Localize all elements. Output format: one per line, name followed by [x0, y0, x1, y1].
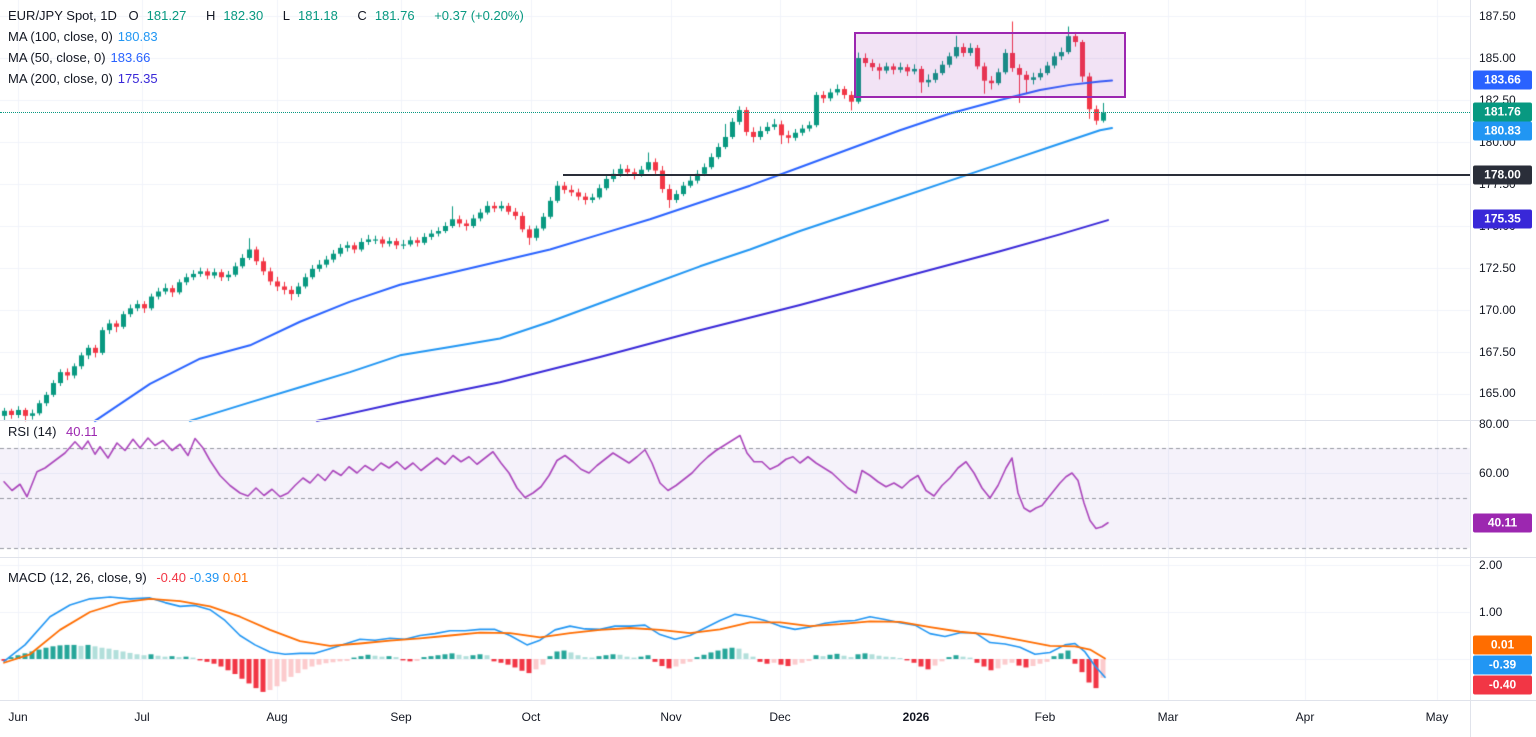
- ma100-legend-row[interactable]: MA (100, close, 0) 180.83: [8, 27, 532, 47]
- rsi-axis-label: 60.00: [1479, 466, 1510, 480]
- rsi-legend-row[interactable]: RSI (14) 40.11: [8, 424, 98, 439]
- ma200-value: 175.35: [117, 71, 158, 86]
- ma100-label: MA (100, close, 0): [8, 29, 113, 44]
- hline-price-badge: 178.00: [1473, 165, 1532, 185]
- rsi-value: 40.11: [66, 424, 98, 439]
- macd-label: MACD (12, 26, close, 9): [8, 570, 147, 585]
- price-axis-label: 185.00: [1479, 51, 1516, 65]
- symbol-title[interactable]: EUR/JPY Spot, 1D: [8, 8, 117, 23]
- time-axis-label: Jun: [8, 710, 28, 724]
- ohlc-low: L 181.18: [282, 8, 338, 23]
- horizontal-line-drawing-178[interactable]: [563, 174, 1470, 176]
- macd-hist-value: -0.40: [156, 570, 186, 585]
- price-axis-label: 172.50: [1479, 261, 1516, 275]
- time-axis-separator: [0, 700, 1536, 701]
- macd-legend-row[interactable]: MACD (12, 26, close, 9) -0.40 -0.39 0.01: [8, 570, 248, 585]
- ma200-price-badge: 175.35: [1473, 209, 1532, 229]
- rsi-label: RSI (14): [8, 424, 57, 439]
- time-axis-label: 2026: [902, 710, 930, 724]
- price-axis-label: 170.00: [1479, 303, 1516, 317]
- last-price-badge: 181.76: [1473, 102, 1532, 122]
- time-axis-label: Sep: [390, 710, 412, 724]
- ma50-price-badge: 183.66: [1473, 70, 1532, 90]
- time-axis-label: Apr: [1295, 710, 1315, 724]
- ohlc-high: H 182.30: [206, 8, 264, 23]
- change-value: +0.37 (+0.20%): [434, 8, 524, 23]
- price-axis-label: 167.50: [1479, 345, 1516, 359]
- pane-separator-price-rsi[interactable]: [0, 420, 1536, 421]
- ohlc-open: O 181.27: [128, 8, 187, 23]
- macd-line-value: -0.39: [189, 570, 220, 585]
- time-axis-label: Mar: [1157, 710, 1179, 724]
- price-axis-label: 187.50: [1479, 9, 1516, 23]
- price-axis-separator: [1470, 0, 1471, 737]
- ma200-legend-row[interactable]: MA (200, close, 0) 175.35: [8, 69, 532, 89]
- ma100-value: 180.83: [117, 29, 158, 44]
- time-axis-label: Oct: [521, 710, 541, 724]
- price-axis-label: 165.00: [1479, 386, 1516, 400]
- macd-axis-label: 2.00: [1479, 558, 1503, 572]
- time-axis-label: Jul: [134, 710, 150, 724]
- ma50-value: 183.66: [110, 50, 151, 65]
- ohlc-close: C 181.76: [357, 8, 415, 23]
- last-price-dotted-line: [0, 112, 1470, 113]
- time-axis-label: Aug: [266, 710, 288, 724]
- consolidation-rectangle-drawing[interactable]: [854, 32, 1126, 98]
- time-axis-label: Feb: [1034, 710, 1056, 724]
- macd-axis-label: 1.00: [1479, 605, 1503, 619]
- rsi-value-badge: 40.11: [1473, 513, 1532, 533]
- chart-legend: EUR/JPY Spot, 1D O 181.27 H 182.30 L 181.18…: [8, 6, 532, 90]
- time-axis-label: Dec: [769, 710, 791, 724]
- macd-signal-value: 0.01: [222, 570, 249, 585]
- time-axis-label: Nov: [660, 710, 682, 724]
- pane-separator-rsi-macd[interactable]: [0, 557, 1536, 558]
- macd-signal-badge: 0.01: [1473, 635, 1532, 655]
- time-axis-label: May: [1425, 710, 1449, 724]
- macd-hist-badge: -0.40: [1473, 675, 1532, 695]
- rsi-axis-label: 80.00: [1479, 417, 1510, 431]
- macd-line-badge: -0.39: [1473, 655, 1532, 675]
- symbol-ohlc-row[interactable]: EUR/JPY Spot, 1D O 181.27 H 182.30 L 181.18…: [8, 6, 532, 26]
- ma50-label: MA (50, close, 0): [8, 50, 106, 65]
- ma200-label: MA (200, close, 0): [8, 71, 113, 86]
- ma100-price-badge: 180.83: [1473, 121, 1532, 141]
- ma50-legend-row[interactable]: MA (50, close, 0) 183.66: [8, 48, 532, 68]
